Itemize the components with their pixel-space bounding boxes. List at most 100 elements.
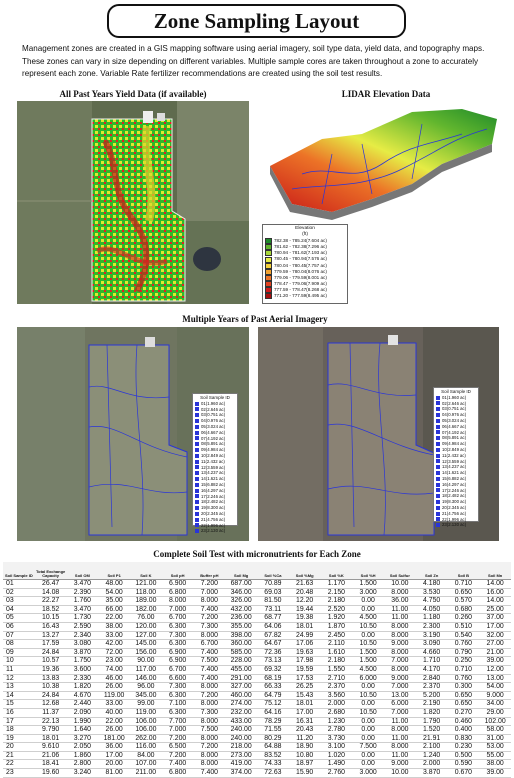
- legend-swatch: [436, 465, 440, 470]
- table-cell: 0.400: [447, 725, 480, 735]
- table-cell: 8.000: [384, 742, 416, 752]
- table-cell: 6.800: [161, 588, 194, 598]
- sample-legend-item: 19(8.300 ac): [195, 505, 235, 511]
- table-cell: 4.660: [415, 648, 448, 658]
- table-header-cell: Soil pH: [161, 562, 194, 580]
- table-header-cell: Soil K: [130, 562, 162, 580]
- sample-legend-item: 05(3.024 ac): [436, 418, 476, 424]
- sample-legend-item: 23(2.130 ac): [195, 528, 235, 534]
- table-cell: 37.00: [479, 613, 511, 623]
- table-cell: 05: [3, 613, 35, 623]
- table-cell: 1.990: [66, 717, 99, 727]
- table-cell: 14.08: [34, 588, 67, 598]
- table-cell: 2.050: [66, 742, 99, 752]
- legend-swatch: [195, 494, 199, 499]
- table-cell: 76.00: [130, 613, 162, 623]
- elevation-legend-label: 779.06 - 779.59(8.001 ac): [274, 274, 327, 280]
- sample-legend-label: 23(2.130 ac): [442, 522, 467, 528]
- table-cell: 13.83: [34, 674, 67, 684]
- sample-legend-1: Soil Sample ID 01(1.960 ac) 02(2.646 ac) 0…: [192, 393, 238, 533]
- table-cell: 19.63: [288, 648, 321, 658]
- table-cell: 3.870: [415, 768, 448, 778]
- table-cell: 2.300: [415, 622, 448, 632]
- table-header-cell: Soil Mg: [225, 562, 257, 580]
- legend-swatch: [195, 407, 199, 412]
- table-cell: 1.790: [415, 717, 448, 727]
- table-cell: 7.400: [193, 768, 226, 778]
- table-cell: 117.00: [130, 665, 162, 675]
- table-cell: 106.00: [130, 717, 162, 727]
- lidar-caption: LIDAR Elevation Data: [341, 89, 431, 99]
- table-cell: 1.760: [66, 596, 99, 606]
- table-cell: 18.52: [34, 605, 67, 615]
- lidar-elevation-image: [262, 104, 502, 222]
- sample-legend-label: 09(4.984 ac): [442, 441, 467, 447]
- table-cell: 73.11: [257, 605, 289, 615]
- legend-swatch: [265, 256, 272, 263]
- table-cell: 3.080: [66, 639, 99, 649]
- table-cell: 145.00: [130, 639, 162, 649]
- table-cell: 7.200: [193, 691, 226, 701]
- table-cell: 26.00: [98, 682, 130, 692]
- table-cell: 9.000: [384, 759, 416, 770]
- table-header-cell: Soil Zn: [415, 562, 448, 580]
- table-cell: 6.300: [161, 708, 194, 718]
- sample-legend-item: 09(4.984 ac): [436, 441, 476, 447]
- table-cell: 1.820: [415, 708, 448, 718]
- table-cell: 18.41: [34, 759, 67, 770]
- table-header-cell: Soil %H: [352, 562, 384, 580]
- table-cell: 6.000: [384, 699, 416, 709]
- table-cell: 16.00: [479, 588, 511, 598]
- table-cell: 2.390: [66, 588, 99, 598]
- table-cell: 1.230: [320, 717, 353, 727]
- table-cell: 1.920: [320, 613, 353, 623]
- table-cell: 22.13: [34, 717, 67, 727]
- table-cell: 33.00: [98, 631, 130, 641]
- elevation-legend-item: 780.04 - 780.45(7.757 ac): [265, 263, 345, 269]
- legend-swatch: [436, 505, 440, 510]
- table-cell: 687.00: [225, 579, 257, 589]
- table-cell: 04: [3, 605, 35, 615]
- sample-legend-2: Soil Sample ID 01(1.960 ac) 02(2.646 ac) 0…: [433, 387, 479, 527]
- table-cell: 3.600: [66, 665, 99, 675]
- table-cell: 06: [3, 622, 35, 632]
- table-cell: 116.00: [130, 742, 162, 752]
- elevation-legend-label: 778.47 - 779.06(7.909 ac): [274, 280, 327, 286]
- table-header-cell: Soil Sulfur: [384, 562, 416, 580]
- sample-legend-item: 20(2.345 ac): [436, 505, 476, 511]
- table-row: 18 9.790 1.640 26.00 106.00 7.000 7.500 240.00 7…: [3, 725, 511, 735]
- table-cell: 14: [3, 691, 35, 701]
- table-cell: 118.00: [130, 588, 162, 598]
- table-cell: 11.00: [384, 717, 416, 727]
- table-cell: 433.00: [225, 717, 257, 727]
- sample-legend-label: 06(4.667 ac): [442, 423, 467, 429]
- table-cell: 12: [3, 674, 35, 684]
- table-cell: 218.00: [225, 742, 257, 752]
- table-row: 19 18.01 3.270 181.00 262.00 7.200 8.000 240.00…: [3, 734, 511, 744]
- table-cell: 18: [3, 725, 35, 735]
- legend-swatch: [195, 529, 199, 534]
- legend-swatch: [436, 424, 440, 429]
- table-cell: 19: [3, 734, 35, 744]
- table-cell: 0.680: [447, 605, 480, 615]
- table-cell: 6.900: [161, 579, 194, 589]
- table-cell: 2.760: [320, 768, 353, 778]
- table-cell: 3.090: [415, 639, 448, 649]
- table-cell: 38.00: [479, 759, 511, 770]
- table-cell: 8.000: [193, 682, 226, 692]
- table-cell: 23: [3, 768, 35, 778]
- table-cell: 74.33: [257, 759, 289, 770]
- table-cell: 3.270: [66, 734, 99, 744]
- table-cell: 16.31: [288, 717, 321, 727]
- table-cell: 8.000: [193, 699, 226, 709]
- table-cell: 19.36: [34, 665, 67, 675]
- table-cell: 3.870: [66, 648, 99, 658]
- table-cell: 17.98: [288, 656, 321, 666]
- legend-swatch: [195, 511, 199, 516]
- table-cell: 20.43: [288, 725, 321, 735]
- legend-swatch: [195, 523, 199, 528]
- table-cell: 72.36: [257, 648, 289, 658]
- table-cell: 15.90: [288, 768, 321, 778]
- table-cell: 345.00: [130, 691, 162, 701]
- table-cell: 2.800: [66, 759, 99, 770]
